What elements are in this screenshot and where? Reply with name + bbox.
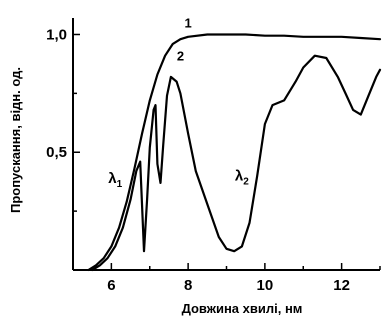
curve-1-label: 1	[185, 15, 192, 30]
axes: 6 8 10 120,51,0	[46, 18, 381, 294]
y-tick-label: 0,5	[46, 144, 67, 161]
series-line-1	[87, 33, 382, 272]
curve-annotations: 1 2 λ1 λ2	[108, 15, 249, 189]
x-tick-label: 6	[107, 277, 115, 294]
series-lines	[87, 33, 382, 272]
x-tick-label: 10	[257, 277, 274, 294]
x-tick-label: 8	[184, 277, 192, 294]
lambda2-label: λ2	[235, 168, 249, 188]
y-axis-label: Пропускання, відн. од.	[8, 67, 23, 213]
curve-2-label: 2	[177, 48, 184, 63]
x-tick-label: 12	[333, 277, 350, 294]
y-tick-label: 1,0	[46, 26, 67, 43]
series-line-2	[91, 54, 382, 272]
x-axis-label: Довжина хвилі, нм	[182, 301, 303, 316]
lambda1-label: λ1	[108, 170, 122, 190]
